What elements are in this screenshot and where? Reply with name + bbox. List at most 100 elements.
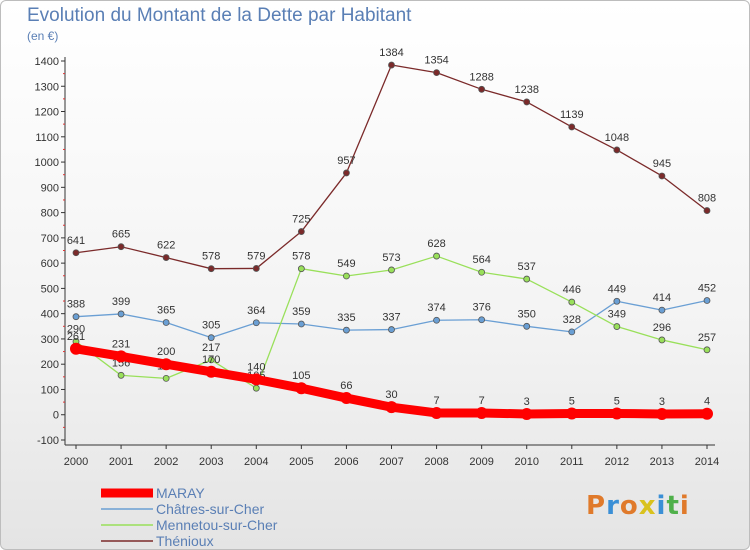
data-point bbox=[297, 228, 305, 235]
data-point bbox=[613, 297, 621, 305]
y-tick-label: 200 bbox=[41, 359, 59, 371]
data-point bbox=[610, 407, 623, 420]
data-label: 1288 bbox=[469, 71, 493, 83]
data-point bbox=[568, 328, 576, 336]
y-tick-label: 100 bbox=[41, 384, 59, 396]
data-label: 349 bbox=[608, 309, 626, 321]
x-tick-label: 2004 bbox=[244, 456, 268, 468]
y-tick-label: 900 bbox=[41, 182, 59, 194]
y-tick-label: 1300 bbox=[35, 81, 59, 93]
data-point bbox=[207, 356, 215, 364]
data-point bbox=[72, 249, 80, 257]
y-tick-label: 600 bbox=[41, 258, 59, 270]
y-tick-label: 1400 bbox=[35, 56, 59, 68]
data-point bbox=[523, 322, 531, 330]
x-tick-label: 2000 bbox=[64, 456, 88, 468]
data-label: 628 bbox=[427, 238, 445, 250]
data-point bbox=[72, 313, 80, 321]
data-label: 200 bbox=[157, 346, 175, 358]
data-point bbox=[613, 323, 621, 330]
data-label: 305 bbox=[202, 320, 220, 332]
y-tick-label: 0 bbox=[53, 410, 59, 422]
x-tick-label: 2006 bbox=[334, 456, 358, 468]
data-label: 105 bbox=[292, 370, 310, 382]
data-point bbox=[388, 61, 395, 69]
data-label: 449 bbox=[608, 283, 626, 295]
legend-label: Châtres-sur-Cher bbox=[156, 501, 264, 517]
data-label: 217 bbox=[202, 342, 220, 354]
y-tick-label: 300 bbox=[41, 334, 59, 346]
x-tick-label: 2012 bbox=[605, 456, 629, 468]
data-label: 7 bbox=[479, 395, 485, 407]
chart-title: Evolution du Montant de la Dette par Hab… bbox=[27, 5, 412, 26]
data-label: 5 bbox=[569, 395, 575, 407]
y-axis-unit: (en €) bbox=[27, 29, 59, 43]
legend-label: MARAY bbox=[156, 485, 205, 501]
data-point bbox=[523, 98, 531, 106]
data-label: 388 bbox=[67, 299, 85, 311]
data-label: 1354 bbox=[424, 55, 448, 67]
data-label: 365 bbox=[157, 305, 175, 317]
data-point bbox=[658, 306, 666, 314]
data-label: 5 bbox=[614, 395, 620, 407]
data-point bbox=[613, 146, 621, 154]
logo-letter: x bbox=[638, 491, 657, 521]
data-point bbox=[433, 316, 440, 324]
data-label: 374 bbox=[427, 302, 445, 314]
data-point bbox=[343, 326, 350, 334]
y-tick-label: 1100 bbox=[35, 132, 59, 144]
data-point bbox=[433, 252, 440, 260]
data-label: 30 bbox=[385, 389, 397, 401]
x-tick-label: 2005 bbox=[289, 456, 313, 468]
proxiti-logo: Proxiti bbox=[586, 491, 690, 521]
logo-letter: r bbox=[606, 491, 620, 521]
data-point bbox=[297, 320, 305, 328]
series-line-th-nioux bbox=[75, 64, 708, 270]
data-point bbox=[207, 265, 215, 273]
data-point bbox=[430, 406, 443, 419]
data-point bbox=[703, 207, 711, 214]
data-label: 641 bbox=[67, 235, 85, 247]
legend-label: Mennetou-sur-Cher bbox=[156, 517, 278, 533]
data-label: 3 bbox=[524, 396, 530, 408]
logo-letter: o bbox=[619, 491, 639, 521]
data-point bbox=[70, 342, 82, 355]
data-point bbox=[478, 85, 486, 93]
data-label: 1384 bbox=[379, 47, 403, 59]
data-label: 231 bbox=[112, 338, 130, 350]
data-label: 257 bbox=[698, 332, 716, 344]
data-point bbox=[565, 407, 578, 420]
data-label: 1048 bbox=[605, 132, 629, 144]
y-tick-label: -100 bbox=[37, 435, 59, 447]
logo-letter: t bbox=[666, 491, 680, 521]
x-tick-label: 2003 bbox=[199, 456, 223, 468]
y-tick-label: 1200 bbox=[35, 107, 59, 119]
data-point bbox=[343, 272, 350, 280]
data-label: 945 bbox=[653, 158, 671, 170]
data-point bbox=[388, 266, 395, 274]
x-tick-label: 2009 bbox=[469, 456, 493, 468]
logo-letter: P bbox=[586, 491, 607, 521]
data-point bbox=[162, 254, 170, 261]
data-point bbox=[701, 407, 713, 420]
data-label: 414 bbox=[653, 292, 671, 304]
x-tick-label: 2011 bbox=[560, 456, 584, 468]
data-label: 578 bbox=[292, 251, 310, 263]
x-tick-label: 2013 bbox=[650, 456, 674, 468]
data-label: 364 bbox=[247, 305, 265, 317]
data-point bbox=[523, 275, 531, 283]
x-tick-label: 2008 bbox=[424, 456, 448, 468]
data-point bbox=[115, 350, 128, 363]
x-tick-label: 2007 bbox=[379, 456, 403, 468]
data-point bbox=[385, 401, 398, 414]
data-point bbox=[478, 268, 486, 276]
y-tick-label: 800 bbox=[41, 208, 59, 220]
y-tick-label: 700 bbox=[41, 233, 59, 245]
data-label: 335 bbox=[337, 312, 355, 324]
y-tick-label: 1000 bbox=[35, 157, 59, 169]
data-label: 665 bbox=[112, 229, 130, 241]
data-label: 573 bbox=[382, 252, 400, 264]
data-point bbox=[295, 382, 308, 395]
data-label: 622 bbox=[157, 240, 175, 252]
